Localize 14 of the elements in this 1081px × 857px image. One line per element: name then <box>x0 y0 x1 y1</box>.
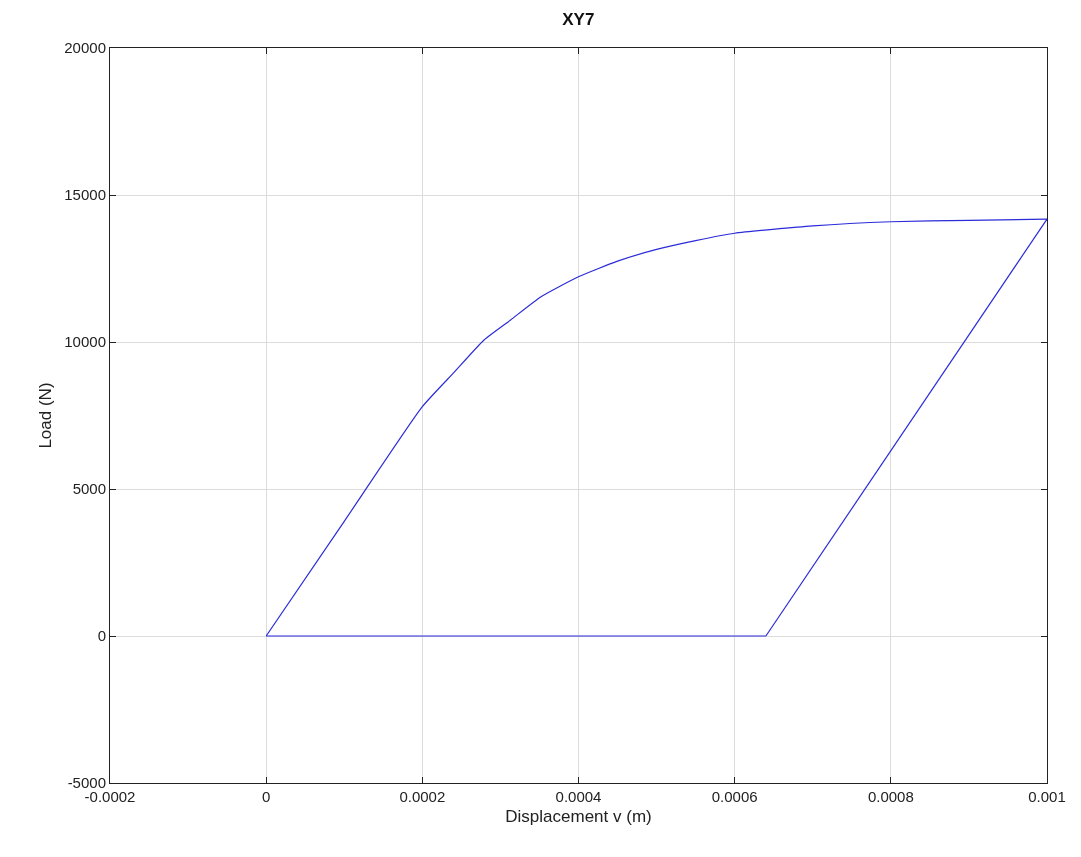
chart-title: XY7 <box>562 9 595 29</box>
x-tick-label: 0 <box>262 788 271 805</box>
x-axis-title: Displacement v (m) <box>505 807 652 827</box>
y-axis-title: Load (N) <box>35 382 55 449</box>
x-tick-label: 0.0008 <box>867 788 914 805</box>
y-tick-label: 10000 <box>64 333 106 351</box>
y-tick-label: 5000 <box>72 480 106 498</box>
x-tick-label: 0.0004 <box>555 788 602 805</box>
x-tick-label: 0.0006 <box>711 788 758 805</box>
y-tick-label: 20000 <box>64 39 106 57</box>
x-tick-label: 0.001 <box>1028 788 1066 805</box>
y-tick-label: 15000 <box>64 186 106 204</box>
y-tick-label: 0 <box>97 627 106 645</box>
x-tick-label: 0.0002 <box>399 788 446 805</box>
